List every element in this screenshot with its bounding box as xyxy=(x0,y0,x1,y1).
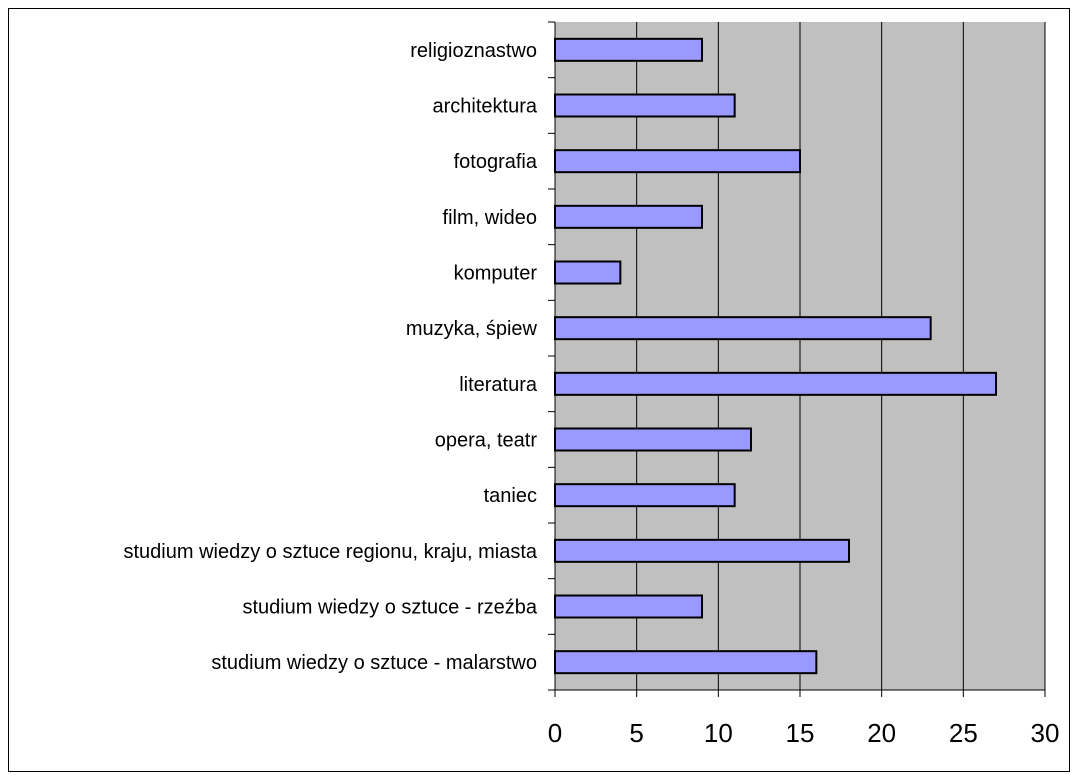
x-tick-label: 15 xyxy=(786,718,815,748)
x-tick-label: 25 xyxy=(949,718,978,748)
category-label: taniec xyxy=(484,485,537,507)
x-tick-label: 30 xyxy=(1031,718,1060,748)
bar-1 xyxy=(554,93,736,118)
bar-7 xyxy=(554,427,752,452)
category-label: architektura xyxy=(433,96,538,118)
category-label: studium wiedzy o sztuce - rzeźba xyxy=(242,597,537,619)
category-label: opera, teatr xyxy=(435,430,538,452)
bars xyxy=(554,37,997,675)
x-tick-label: 0 xyxy=(548,718,562,748)
bar-5 xyxy=(554,316,932,341)
bar-8 xyxy=(554,483,736,508)
bar-0 xyxy=(554,37,703,62)
category-label: literatura xyxy=(459,374,538,396)
category-label: studium wiedzy o sztuce - malarstwo xyxy=(211,652,537,674)
bar-4 xyxy=(554,260,622,285)
bar-10 xyxy=(554,594,703,619)
bar-6 xyxy=(554,371,997,396)
category-label: fotografia xyxy=(454,151,538,173)
x-tick-labels: 0 5 10 15 20 25 30 xyxy=(548,718,1060,748)
grid-lines xyxy=(636,22,1046,690)
category-label: religioznastwo xyxy=(410,40,537,62)
x-tick-label: 5 xyxy=(629,718,643,748)
x-tick-label: 10 xyxy=(704,718,733,748)
category-label: komputer xyxy=(454,263,538,285)
x-tick-label: 20 xyxy=(867,718,896,748)
bar-11 xyxy=(554,650,818,675)
category-label: muzyka, śpiew xyxy=(406,318,538,340)
bar-3 xyxy=(554,204,703,229)
category-label: film, wideo xyxy=(443,207,537,229)
category-labels: religioznastwo architektura fotografia film… xyxy=(123,40,537,674)
axes xyxy=(548,21,1046,697)
bar-9 xyxy=(554,538,850,563)
category-label: studium wiedzy o sztuce regionu, kraju, … xyxy=(123,541,537,563)
bar-2 xyxy=(554,149,801,174)
